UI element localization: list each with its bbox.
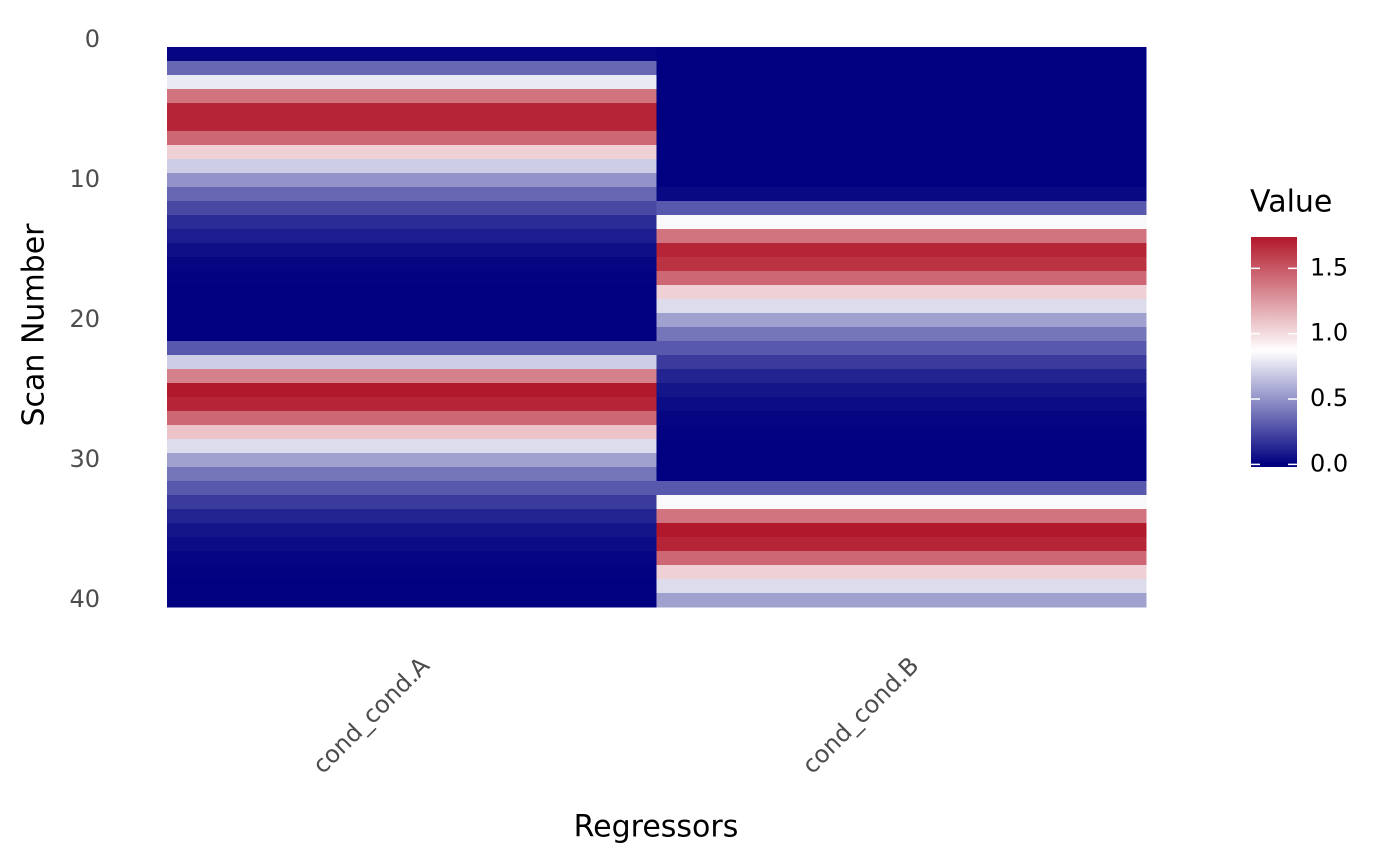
heat-cell	[656, 215, 1147, 230]
heat-cell	[656, 341, 1147, 356]
heat-cell	[656, 467, 1147, 482]
heat-cell	[167, 565, 657, 580]
y-tick-label: 20	[69, 305, 100, 333]
heat-cell	[167, 299, 657, 314]
heat-cell	[167, 243, 657, 258]
y-tick-label: 0	[85, 25, 100, 53]
heat-cell	[167, 411, 657, 426]
heat-cell	[656, 313, 1147, 328]
heat-cell	[656, 411, 1147, 426]
heat-cell	[167, 103, 657, 118]
y-tick-label: 40	[69, 585, 100, 613]
heat-cell	[167, 271, 657, 286]
colorbar-tick-label: 1.0	[1310, 319, 1348, 347]
heat-cell	[656, 397, 1147, 412]
y-tick-label: 10	[69, 165, 100, 193]
heat-cell	[656, 327, 1147, 342]
heat-cell	[656, 103, 1147, 118]
y-axis-title: Scan Number	[17, 223, 52, 427]
heat-cell	[656, 551, 1147, 566]
heat-cell	[167, 187, 657, 202]
heat-cell	[656, 145, 1147, 160]
heat-cell	[167, 117, 657, 132]
colorbar	[1251, 237, 1297, 467]
heat-cell	[656, 243, 1147, 258]
heat-cell	[167, 159, 657, 174]
heat-cell	[167, 61, 657, 76]
heat-cell	[167, 593, 657, 608]
heat-cell	[167, 453, 657, 468]
heat-cell	[167, 131, 657, 146]
x-tick-label: cond_cond.A	[307, 651, 435, 779]
heat-cell	[167, 313, 657, 328]
heat-cell	[656, 355, 1147, 370]
heat-cell	[656, 257, 1147, 272]
heat-cell	[167, 397, 657, 412]
heat-cell	[656, 89, 1147, 104]
heat-cell	[656, 47, 1147, 62]
heat-cell	[167, 481, 657, 496]
heat-cell	[656, 187, 1147, 202]
heat-cell	[656, 173, 1147, 188]
legend-title: Value	[1250, 185, 1332, 220]
heat-cell	[656, 369, 1147, 384]
heat-cell	[656, 523, 1147, 538]
heat-cell	[167, 425, 657, 440]
heat-cell	[167, 383, 657, 398]
heat-cell	[656, 201, 1147, 216]
heat-cell	[167, 537, 657, 552]
heat-cell	[656, 229, 1147, 244]
heat-cell	[167, 467, 657, 482]
heat-cell	[167, 369, 657, 384]
heat-cell	[167, 495, 657, 510]
heat-cell	[656, 579, 1147, 594]
heat-cell	[167, 551, 657, 566]
heat-cell	[656, 61, 1147, 76]
heat-cell	[656, 75, 1147, 90]
heat-cell	[167, 285, 657, 300]
heat-cell	[656, 593, 1147, 608]
heat-cell	[167, 579, 657, 594]
heat-cell	[167, 509, 657, 524]
heat-cell	[167, 75, 657, 90]
heat-cell	[656, 117, 1147, 132]
heat-cell	[656, 537, 1147, 552]
heat-cell	[656, 439, 1147, 454]
heat-cell	[167, 523, 657, 538]
heat-cell	[656, 271, 1147, 286]
heat-cell	[656, 131, 1147, 146]
colorbar-tick-label: 0.5	[1310, 384, 1348, 412]
heat-cell	[167, 257, 657, 272]
heat-cell	[656, 453, 1147, 468]
heat-cell	[167, 47, 657, 62]
heat-cell	[656, 159, 1147, 174]
x-tick-label: cond_cond.B	[797, 651, 925, 779]
heat-cell	[167, 145, 657, 160]
x-axis-title: Regressors	[574, 810, 739, 845]
heat-cell	[167, 215, 657, 230]
heat-cell	[656, 565, 1147, 580]
heat-cell	[167, 439, 657, 454]
heat-cell	[656, 383, 1147, 398]
heat-cell	[656, 509, 1147, 524]
heat-cell	[656, 299, 1147, 314]
y-tick-label: 30	[69, 445, 100, 473]
heat-cell	[656, 285, 1147, 300]
heat-cell	[656, 425, 1147, 440]
heat-cell	[167, 173, 657, 188]
heat-cell	[167, 355, 657, 370]
heat-cell	[167, 89, 657, 104]
heat-cell	[167, 341, 657, 356]
heat-cell	[167, 229, 657, 244]
heat-cell	[167, 201, 657, 216]
colorbar-tick-label: 0.0	[1310, 449, 1348, 477]
colorbar-tick-label: 1.5	[1310, 253, 1348, 281]
heat-cell	[656, 481, 1147, 496]
heat-cell	[167, 327, 657, 342]
heat-cell	[656, 495, 1147, 510]
